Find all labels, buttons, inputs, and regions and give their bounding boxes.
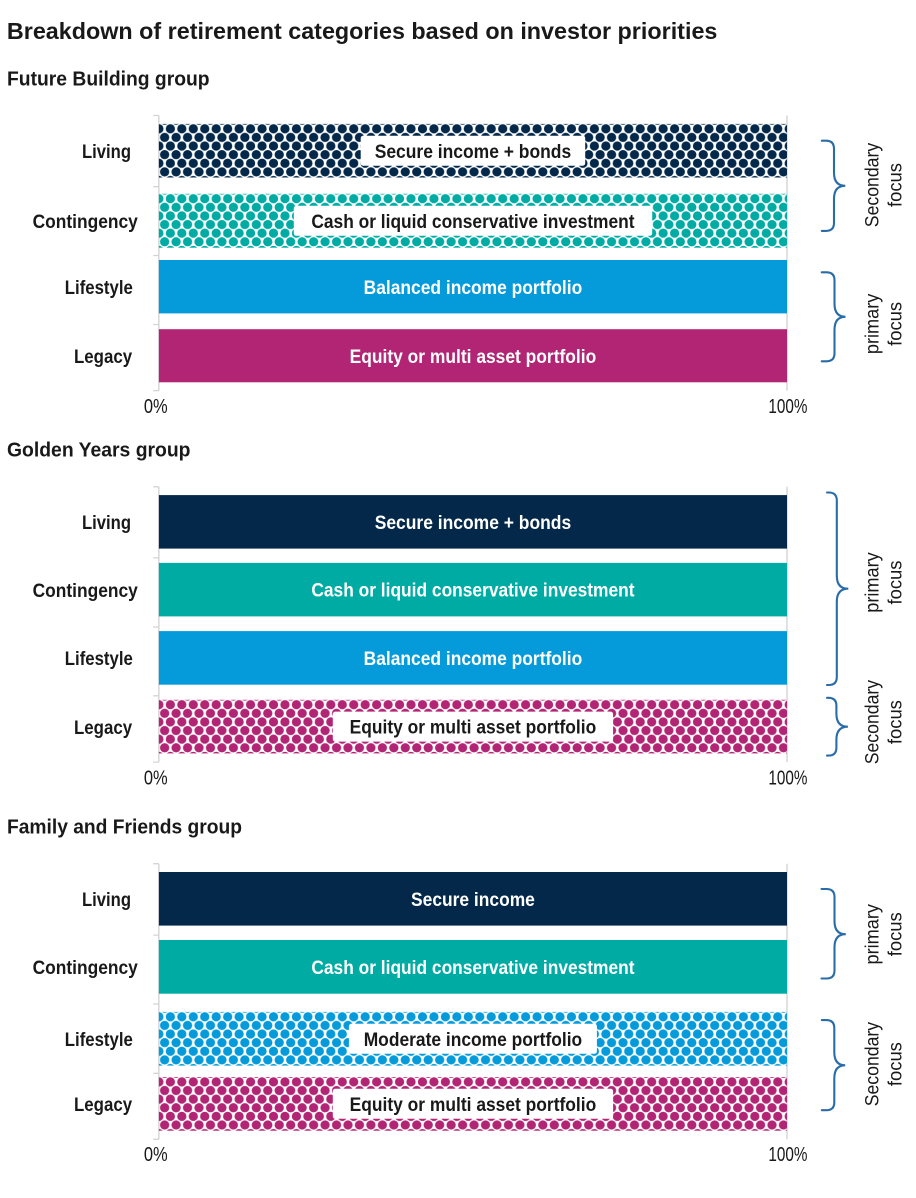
svg-text:Breakdown of retirement catego: Breakdown of retirement categories based… <box>7 18 718 44</box>
svg-text:Balanced income portfolio: Balanced income portfolio <box>364 648 583 670</box>
svg-text:Secure income + bonds: Secure income + bonds <box>375 512 572 534</box>
svg-text:primary: primary <box>863 293 884 354</box>
svg-text:focus: focus <box>886 700 907 744</box>
svg-text:0%: 0% <box>144 767 168 789</box>
svg-text:Living: Living <box>82 889 131 911</box>
svg-text:Balanced income portfolio: Balanced income portfolio <box>364 277 583 299</box>
svg-text:Legacy: Legacy <box>74 346 132 368</box>
svg-text:Equity or multi asset portfoli: Equity or multi asset portfolio <box>350 1094 597 1116</box>
svg-text:Contingency: Contingency <box>33 957 138 979</box>
svg-text:Lifestyle: Lifestyle <box>65 277 133 299</box>
svg-text:Secondary: Secondary <box>863 1022 884 1107</box>
svg-text:primary: primary <box>863 552 884 613</box>
svg-text:0%: 0% <box>144 396 168 418</box>
svg-text:focus: focus <box>886 163 907 207</box>
svg-text:Secure income + bonds: Secure income + bonds <box>375 141 572 163</box>
svg-text:100%: 100% <box>768 396 807 418</box>
svg-text:Contingency: Contingency <box>33 580 138 602</box>
svg-text:focus: focus <box>886 912 907 956</box>
svg-text:Moderate income portfolio: Moderate income portfolio <box>364 1029 583 1051</box>
svg-text:focus: focus <box>886 561 907 605</box>
svg-text:focus: focus <box>886 1042 907 1086</box>
svg-text:Contingency: Contingency <box>33 211 138 233</box>
svg-text:focus: focus <box>886 302 907 346</box>
svg-text:Equity or multi asset portfoli: Equity or multi asset portfolio <box>350 717 597 739</box>
svg-text:Family and Friends group: Family and Friends group <box>7 817 242 839</box>
svg-text:Legacy: Legacy <box>74 1094 132 1116</box>
svg-text:Secondary: Secondary <box>863 142 884 227</box>
svg-text:primary: primary <box>863 904 884 965</box>
svg-text:Lifestyle: Lifestyle <box>65 648 133 670</box>
svg-text:Secure income: Secure income <box>411 889 535 911</box>
svg-text:Living: Living <box>82 512 131 534</box>
svg-text:100%: 100% <box>768 767 807 789</box>
svg-text:Living: Living <box>82 141 131 163</box>
svg-text:Cash or liquid conservative in: Cash or liquid conservative investment <box>311 211 635 233</box>
svg-text:Secondary: Secondary <box>863 680 884 765</box>
svg-text:Cash or liquid conservative in: Cash or liquid conservative investment <box>311 957 635 979</box>
svg-text:Legacy: Legacy <box>74 717 132 739</box>
svg-text:Future Building group: Future Building group <box>7 69 210 91</box>
svg-text:Golden Years group: Golden Years group <box>7 440 191 462</box>
svg-text:0%: 0% <box>144 1144 168 1166</box>
svg-text:Lifestyle: Lifestyle <box>65 1029 133 1051</box>
svg-text:100%: 100% <box>768 1144 807 1166</box>
svg-text:Equity or multi asset portfoli: Equity or multi asset portfolio <box>350 346 597 368</box>
svg-text:Cash or liquid conservative in: Cash or liquid conservative investment <box>311 580 635 602</box>
